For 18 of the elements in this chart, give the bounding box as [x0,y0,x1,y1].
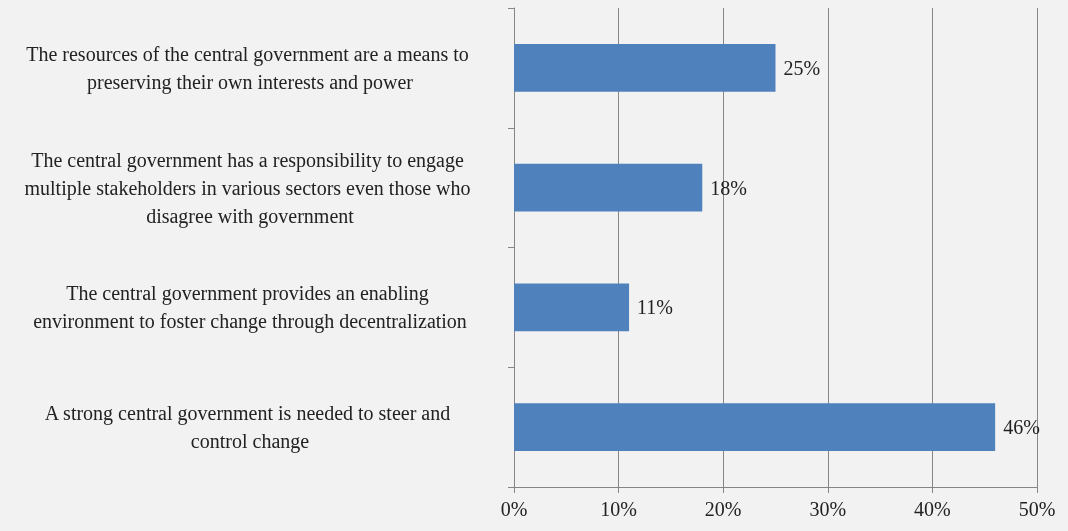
bar [514,403,996,452]
y-tick-label: The central government has a responsibility to engage multiple stakeholders in various sectors even those who disagree with government [24,148,476,228]
x-tick-label: 20% [704,498,742,520]
bar [514,283,630,332]
bar [514,43,776,92]
data-label: 18% [710,176,747,199]
bar [514,163,703,212]
data-label: 46% [1003,416,1040,439]
x-tick-label: 0% [500,498,528,520]
x-tick-label: 50% [1018,498,1056,520]
x-tick-label: 30% [809,498,847,520]
y-tick-label: The central government provides an enabling environment to foster change through decentralization [33,282,467,334]
y-tick-label: The resources of the central government are a means to preserving their own interests and power [26,42,474,94]
data-label: 11% [637,296,673,319]
x-tick-label: 40% [914,498,951,520]
data-label: 25% [783,56,821,79]
x-tick-label: 10% [600,498,637,520]
y-tick-label: A strong central government is needed to steer and control change [44,402,456,454]
